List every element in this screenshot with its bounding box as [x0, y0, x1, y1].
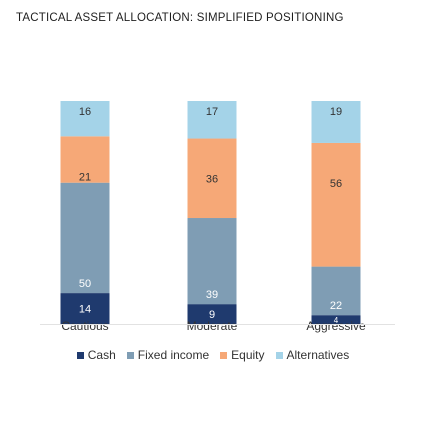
data-label-equity-aggressive: 56: [330, 178, 342, 190]
legend-swatch: [76, 351, 84, 359]
legend-swatch: [126, 351, 134, 359]
category-label-cautious: Cautious: [61, 319, 108, 333]
data-label-fixed-income-aggressive: 22: [330, 300, 342, 312]
bar-segment-fixed-income-moderate: [187, 218, 237, 305]
bar-segment-cash-aggressive: [311, 315, 361, 324]
data-label-cash-cautious: 14: [79, 304, 91, 316]
bar-segment-equity-cautious: [60, 136, 110, 183]
bar-segment-alternatives-moderate: [187, 101, 237, 139]
data-label-cash-aggressive: 4: [334, 316, 339, 325]
legend-item-alternatives: Alternatives: [275, 348, 350, 362]
data-label-equity-moderate: 36: [206, 174, 218, 186]
data-label-alternatives-cautious: 16: [79, 106, 91, 118]
bar-segment-equity-aggressive: [311, 142, 361, 267]
legend-item-cash: Cash: [76, 348, 116, 362]
bar-segment-fixed-income-cautious: [60, 182, 110, 294]
legend-label: Fixed income: [137, 348, 210, 362]
category-label-aggressive: Aggressive: [306, 319, 366, 333]
chart-title: TACTICAL ASSET ALLOCATION: SIMPLIFIED PO…: [16, 12, 344, 24]
legend: Cash Fixed income Equity Alternatives: [0, 348, 426, 362]
bar-segment-alternatives-aggressive: [311, 101, 361, 143]
data-label-alternatives-aggressive: 19: [330, 106, 342, 118]
data-label-cash-moderate: 9: [209, 309, 215, 321]
legend-item-fixed-income: Fixed income: [126, 348, 210, 362]
bar-segment-fixed-income-aggressive: [311, 266, 361, 316]
legend-label: Cash: [87, 348, 116, 362]
legend-label: Equity: [231, 348, 265, 362]
data-label-alternatives-moderate: 17: [206, 106, 218, 118]
data-label-fixed-income-cautious: 50: [79, 278, 91, 290]
bar-segment-cash-moderate: [187, 304, 237, 324]
bar-segment-alternatives-cautious: [60, 101, 110, 137]
legend-label: Alternatives: [286, 348, 350, 362]
category-label-moderate: Moderate: [187, 319, 238, 333]
stacked-bar-chart: 14 50 21 16 Cautious 9 39 36 17 Moderate 4 22 56 19 Ag…: [40, 101, 395, 333]
bar-segment-cash-cautious: [60, 293, 110, 324]
data-label-equity-cautious: 21: [79, 171, 91, 183]
legend-item-equity: Equity: [220, 348, 265, 362]
legend-swatch: [220, 351, 228, 359]
data-label-fixed-income-moderate: 39: [206, 289, 218, 301]
bar-segment-equity-moderate: [187, 138, 237, 219]
legend-swatch: [275, 351, 283, 359]
